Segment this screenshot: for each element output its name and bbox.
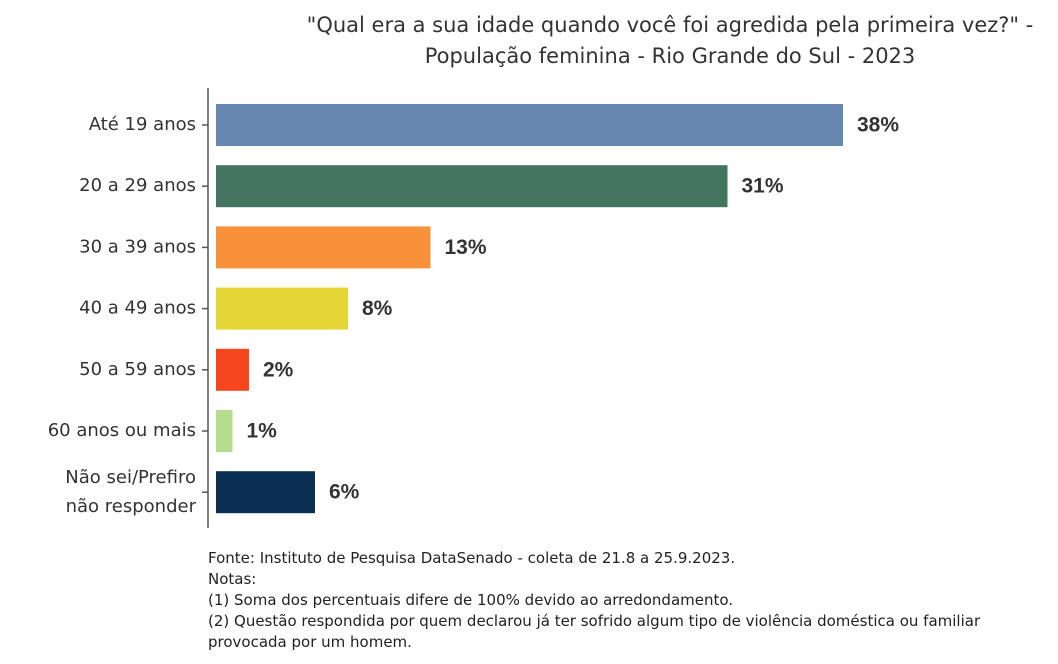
bar: [216, 287, 348, 330]
y-tick-label: 60 anos ou mais: [48, 420, 196, 441]
notes: Fonte: Instituto de Pesquisa DataSenado …: [208, 548, 998, 653]
bar: [216, 226, 431, 269]
value-label: 2%: [263, 358, 294, 381]
bar: [216, 410, 233, 452]
value-label: 8%: [362, 297, 393, 320]
value-label: 31%: [742, 175, 784, 198]
chart: Até 19 anos 38% 20 a 29 anos 31% 30 a 39 ano…: [48, 88, 899, 528]
chart-title: "Qual era a sua idade quando você foi ag…: [306, 13, 1034, 68]
note: (1) Soma dos percentuais difere de 100% …: [208, 591, 734, 609]
y-tick-label: 30 a 39 anos: [79, 236, 196, 257]
y-tick-label: 20 a 29 anos: [79, 175, 196, 196]
note: Fonte: Instituto de Pesquisa DataSenado …: [208, 549, 736, 567]
value-label: 1%: [247, 420, 278, 443]
bar: [216, 471, 315, 514]
note: (2) Questão respondida por quem declarou…: [208, 612, 981, 651]
bar: [216, 104, 843, 146]
bar: [216, 348, 249, 391]
value-label: 38%: [857, 114, 899, 137]
y-tick-label: Não sei/Prefiro não responder: [60, 467, 197, 517]
value-label: 13%: [445, 236, 487, 259]
y-tick-label: Até 19 anos: [89, 114, 196, 135]
value-label: 6%: [329, 481, 360, 504]
y-tick-label: 50 a 59 anos: [79, 359, 196, 380]
note: Notas:: [208, 570, 257, 588]
y-tick-label: 40 a 49 anos: [79, 298, 196, 319]
bar: [216, 165, 728, 208]
